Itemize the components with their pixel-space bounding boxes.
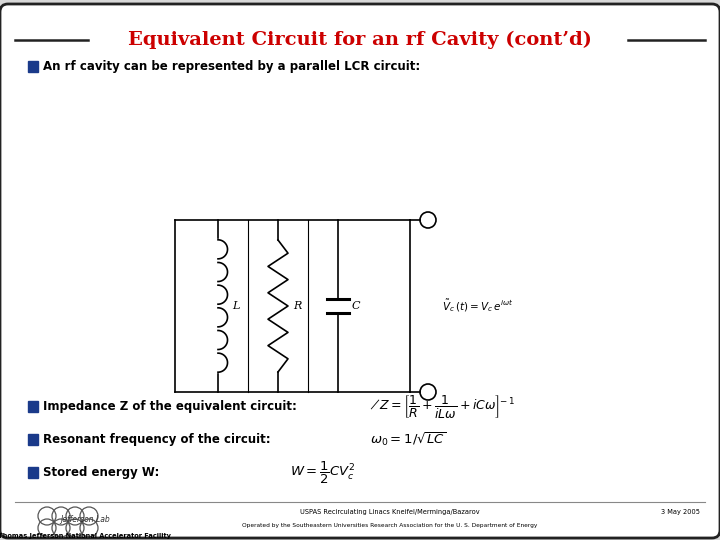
Text: An rf cavity can be represented by a parallel LCR circuit:: An rf cavity can be represented by a par… — [43, 60, 420, 73]
Text: Thomas Jefferson National Accelerator Facility: Thomas Jefferson National Accelerator Fa… — [0, 533, 171, 539]
Bar — [28, 61, 38, 72]
Bar — [28, 434, 38, 445]
Text: Resonant frequency of the circuit:: Resonant frequency of the circuit: — [43, 433, 271, 446]
Text: $\not{Z}{=}\left[\dfrac{1}{R}+\dfrac{1}{iL\omega}+iC\omega\right]^{\!\!-1}$: $\not{Z}{=}\left[\dfrac{1}{R}+\dfrac{1}{… — [370, 393, 515, 420]
Text: L: L — [232, 301, 239, 311]
Text: $\omega_0 = 1/\sqrt{LC}$: $\omega_0 = 1/\sqrt{LC}$ — [370, 430, 447, 448]
Text: 3 May 2005: 3 May 2005 — [661, 509, 700, 515]
Text: $W = \dfrac{1}{2}CV_c^2$: $W = \dfrac{1}{2}CV_c^2$ — [290, 460, 356, 485]
Text: Equivalent Circuit for an rf Cavity (cont’d): Equivalent Circuit for an rf Cavity (con… — [128, 31, 592, 49]
Text: Stored energy W:: Stored energy W: — [43, 466, 159, 479]
Text: Impedance Z of the equivalent circuit:: Impedance Z of the equivalent circuit: — [43, 400, 297, 413]
Text: USPAS Recirculating Linacs Kneifel/Merminga/Bazarov: USPAS Recirculating Linacs Kneifel/Mermi… — [300, 509, 480, 515]
Bar — [28, 401, 38, 412]
Text: $\tilde{V}_c\,(t) = V_c\,e^{i\omega t}$: $\tilde{V}_c\,(t) = V_c\,e^{i\omega t}$ — [442, 298, 513, 314]
Text: R: R — [293, 301, 302, 311]
Text: Jefferson Lab: Jefferson Lab — [60, 516, 110, 524]
Text: Operated by the Southeastern Universities Research Association for the U. S. Dep: Operated by the Southeastern Universitie… — [243, 523, 538, 528]
FancyBboxPatch shape — [0, 4, 720, 538]
Bar — [28, 467, 38, 478]
Text: C: C — [352, 301, 361, 311]
